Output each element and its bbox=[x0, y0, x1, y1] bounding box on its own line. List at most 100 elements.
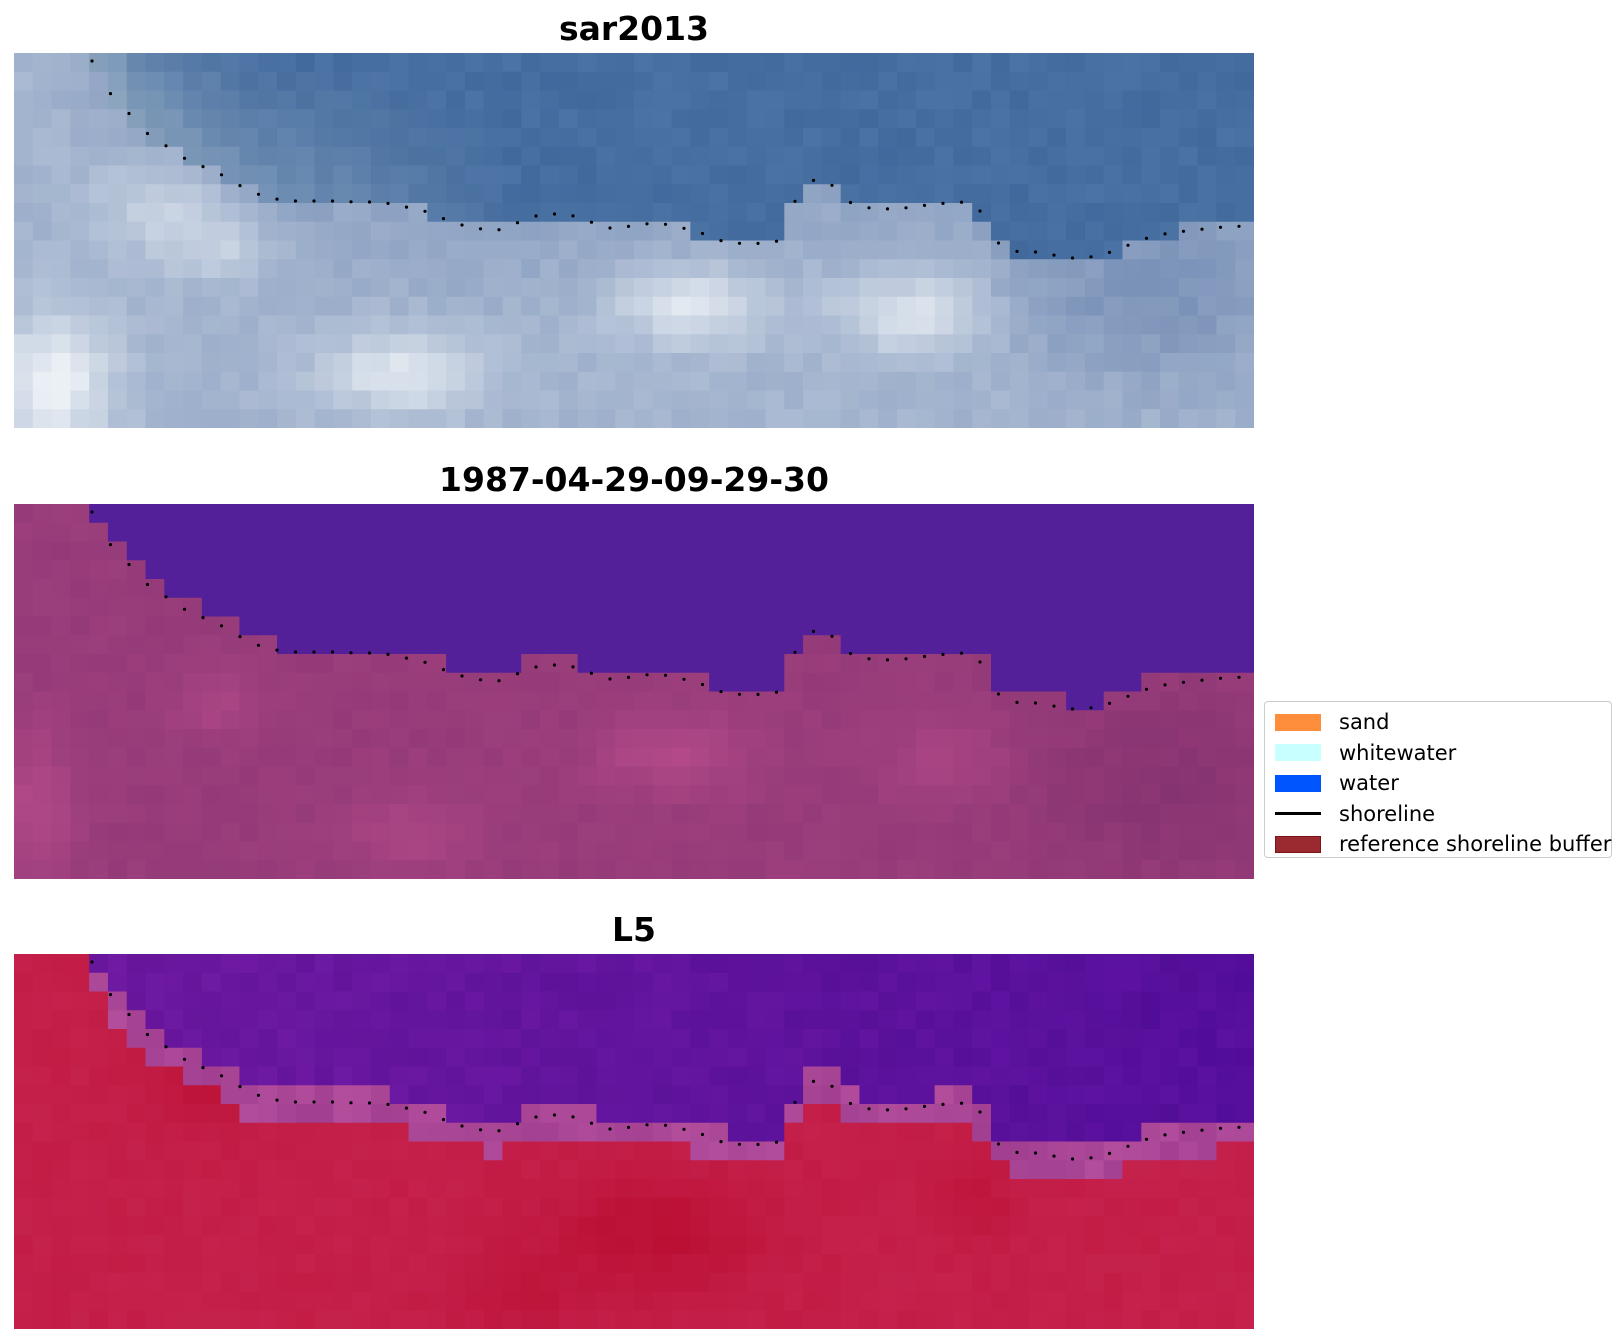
pixel bbox=[446, 371, 466, 392]
pixel bbox=[446, 954, 466, 974]
pixel bbox=[427, 1235, 447, 1255]
pixel bbox=[1103, 804, 1124, 824]
pixel bbox=[1178, 90, 1199, 110]
pixel bbox=[352, 991, 372, 1011]
pixel bbox=[239, 334, 259, 354]
pixel bbox=[164, 1197, 184, 1218]
pixel bbox=[483, 672, 504, 693]
pixel bbox=[784, 597, 804, 618]
pixel bbox=[709, 691, 729, 711]
pixel bbox=[145, 259, 165, 279]
pixel bbox=[427, 1010, 447, 1030]
pixel bbox=[652, 1310, 673, 1329]
pixel bbox=[32, 203, 53, 223]
pixel bbox=[709, 522, 729, 543]
pixel bbox=[1084, 616, 1105, 636]
pixel bbox=[51, 1310, 71, 1329]
pixel bbox=[427, 240, 447, 260]
pixel bbox=[652, 1197, 673, 1218]
pixel bbox=[1235, 221, 1254, 242]
pixel bbox=[389, 53, 410, 73]
shoreline-dot bbox=[534, 214, 538, 218]
pixel bbox=[859, 1122, 879, 1143]
pixel bbox=[1235, 972, 1254, 993]
pixel bbox=[577, 972, 598, 993]
pixel bbox=[1047, 221, 1067, 242]
pixel bbox=[352, 259, 372, 279]
pixel bbox=[258, 409, 278, 428]
pixel bbox=[333, 1160, 353, 1180]
pixel bbox=[352, 860, 372, 879]
pixel bbox=[915, 804, 936, 824]
pixel bbox=[464, 371, 485, 392]
shoreline-dot bbox=[1144, 687, 1149, 691]
pixel bbox=[1141, 1141, 1161, 1161]
pixel bbox=[502, 766, 522, 786]
pixel bbox=[596, 729, 616, 749]
pixel bbox=[990, 635, 1011, 655]
pixel bbox=[1197, 1235, 1218, 1255]
pixel bbox=[709, 560, 729, 580]
pixel bbox=[1122, 804, 1142, 824]
pixel bbox=[1141, 109, 1161, 129]
pixel bbox=[1178, 334, 1199, 354]
pixel bbox=[953, 654, 973, 674]
pixel bbox=[934, 53, 954, 73]
pixel bbox=[615, 259, 635, 279]
pixel bbox=[577, 635, 598, 655]
pixel bbox=[1009, 972, 1030, 993]
pixel bbox=[352, 541, 372, 561]
pixel bbox=[972, 409, 992, 428]
pixel bbox=[972, 128, 992, 148]
pixel bbox=[201, 409, 222, 428]
legend-label: whitewater bbox=[1339, 740, 1457, 765]
pixel bbox=[201, 53, 222, 73]
pixel bbox=[652, 240, 673, 260]
pixel bbox=[1009, 165, 1030, 185]
pixel bbox=[634, 804, 654, 824]
pixel bbox=[201, 128, 222, 148]
pixel bbox=[314, 635, 334, 655]
pixel bbox=[671, 991, 691, 1011]
pixel bbox=[220, 109, 241, 129]
pixel bbox=[972, 1122, 992, 1143]
pixel bbox=[821, 654, 842, 674]
pixel bbox=[934, 972, 954, 993]
pixel bbox=[1047, 71, 1067, 92]
pixel bbox=[201, 635, 222, 655]
legend-swatch-reference-buffer bbox=[1275, 835, 1321, 853]
pixel bbox=[145, 785, 165, 805]
pixel bbox=[1103, 165, 1124, 185]
pixel bbox=[370, 1254, 391, 1274]
pixel bbox=[746, 1197, 767, 1218]
pixel bbox=[1009, 315, 1030, 335]
pixel bbox=[727, 616, 748, 636]
pixel bbox=[70, 972, 90, 993]
pixel bbox=[540, 560, 560, 580]
pixel bbox=[934, 747, 954, 768]
pixel bbox=[652, 991, 673, 1011]
pixel bbox=[803, 128, 823, 148]
pixel bbox=[934, 822, 954, 843]
pixel bbox=[765, 1010, 785, 1030]
pixel bbox=[295, 504, 316, 524]
pixel bbox=[1028, 1122, 1048, 1143]
pixel bbox=[14, 1010, 34, 1030]
pixel bbox=[89, 371, 109, 392]
pixel bbox=[1160, 128, 1180, 148]
pixel bbox=[164, 90, 184, 110]
pixel bbox=[14, 579, 34, 599]
pixel bbox=[1178, 1254, 1199, 1274]
pixel bbox=[107, 1010, 128, 1030]
pixel bbox=[821, 259, 842, 279]
pixel bbox=[897, 504, 917, 524]
pixel bbox=[164, 390, 184, 410]
pixel bbox=[1028, 841, 1048, 861]
pixel bbox=[483, 1235, 504, 1255]
shoreline-dot bbox=[108, 92, 113, 96]
shoreline-dot bbox=[145, 131, 150, 136]
pixel bbox=[389, 804, 410, 824]
pixel bbox=[1197, 822, 1218, 843]
pixel bbox=[634, 541, 654, 561]
pixel bbox=[784, 522, 804, 543]
